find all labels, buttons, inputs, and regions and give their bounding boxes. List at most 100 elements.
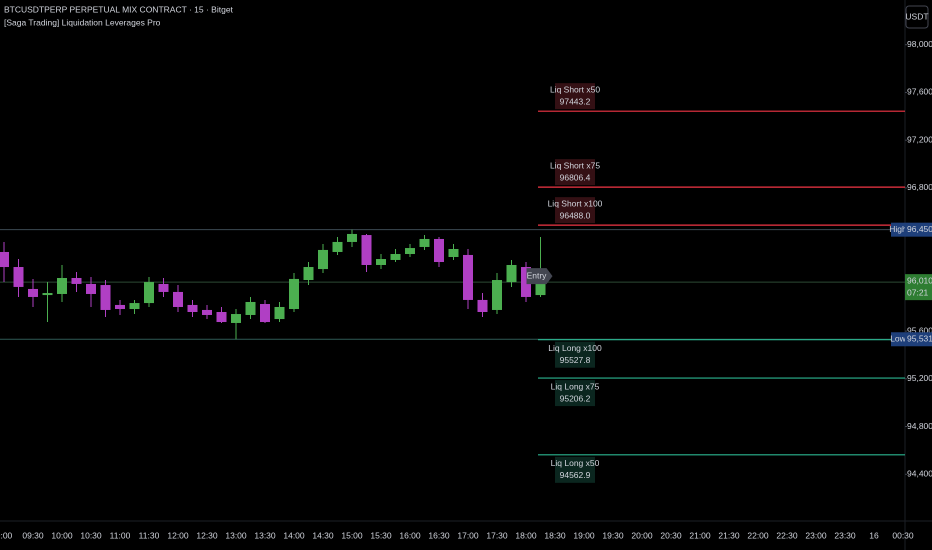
liq-label-box (555, 341, 595, 368)
high-low-tag-label: High (889, 224, 907, 234)
x-tick-label: 19:30 (602, 530, 624, 540)
x-tick-label: 9:00 (0, 530, 13, 540)
candle-body (347, 233, 357, 242)
entry-label: Entry (527, 270, 548, 280)
candle-body (42, 293, 53, 296)
candle-body (0, 251, 9, 268)
x-tick-label: 20:30 (660, 530, 682, 540)
price-tag-label: 96,450.0 (907, 224, 932, 234)
x-tick-label: 14:00 (283, 530, 305, 540)
price-tag (905, 222, 932, 237)
x-tick-label: 23:30 (834, 530, 856, 540)
candle-body (187, 304, 198, 312)
liq-label-box (555, 83, 595, 110)
x-tick-label: 13:30 (254, 530, 276, 540)
candle-body (245, 301, 256, 315)
candle-body (492, 280, 502, 310)
candle-body (260, 304, 270, 323)
candle-body (477, 299, 488, 312)
x-tick-label: 21:30 (718, 530, 740, 540)
candle-body (86, 283, 96, 294)
x-tick-label: 17:00 (457, 530, 479, 540)
x-tick-label: 13:00 (225, 530, 247, 540)
x-tick-label: 16:30 (428, 530, 450, 540)
liq-label-box (555, 456, 595, 483)
liq-label-box (555, 159, 595, 186)
x-tick-label: 09:30 (22, 530, 44, 540)
current-price-label: 96,010.3 (907, 275, 932, 285)
candle-body (434, 238, 444, 263)
entry-tag (526, 268, 553, 285)
liq-label-value: 97443.2 (560, 96, 591, 106)
y-tick-label: 98,000.0 (907, 39, 932, 49)
liq-label-name: Liq Long x50 (551, 458, 600, 468)
high-low-tag (891, 332, 905, 347)
x-tick-label: 19:00 (573, 530, 595, 540)
x-tick-label: 22:30 (776, 530, 798, 540)
y-tick-label: 94,800.0 (907, 421, 932, 431)
x-tick-label: 16:00 (399, 530, 421, 540)
y-tick-label: 97,600.0 (907, 87, 932, 97)
candle-body (361, 235, 372, 265)
axes: 98,000.0 97,600.0 97,200.0 96,800.0 95,600.0… (0, 39, 932, 540)
candle-body (231, 314, 241, 323)
plot-area: Entry Liq Short x50 97443.2 Liq Short x75 96… (0, 83, 905, 483)
candle-body (28, 288, 38, 297)
currency-button[interactable] (905, 5, 929, 29)
liq-label-value: 96488.0 (560, 210, 591, 220)
candle-body (57, 277, 67, 294)
liq-label-value: 95527.8 (560, 355, 591, 365)
y-tick-label: 95,200.0 (907, 373, 932, 383)
x-tick-label: 10:30 (80, 530, 102, 540)
candle-body (506, 264, 517, 283)
candle-body (448, 249, 459, 257)
candle-body (129, 303, 140, 310)
candle-body (100, 285, 111, 310)
candle-body (173, 291, 183, 307)
current-price-tag (905, 274, 932, 301)
indicator-name: [Saga Trading] Liquidation Leverages Pro (4, 17, 161, 27)
x-tick-label: 11:00 (110, 530, 131, 540)
candle-body (158, 283, 169, 292)
y-tick-label: 96,800.0 (907, 182, 932, 192)
x-tick-label: 12:30 (196, 530, 218, 540)
candle-body (216, 312, 227, 323)
candle-body (521, 267, 531, 297)
candle-body (405, 248, 415, 255)
candle-body (71, 277, 82, 284)
x-tick-label: 15:30 (370, 530, 392, 540)
candle-body (115, 304, 125, 310)
liq-label-box (555, 380, 595, 407)
candle-body (274, 306, 285, 320)
price-tag-label: 95,531.5 (907, 334, 932, 344)
liq-label-value: 95206.2 (560, 393, 591, 403)
candle-body (419, 238, 430, 247)
x-tick-label: 16 (869, 530, 879, 540)
y-tick-label: 95,600.0 (907, 325, 932, 335)
candle-body (318, 249, 328, 270)
candle-body (463, 254, 473, 300)
x-tick-label: 12:00 (167, 530, 189, 540)
x-tick-label: 22:00 (747, 530, 769, 540)
currency-label[interactable]: USDT (905, 11, 928, 21)
liq-label-box (555, 197, 595, 224)
liq-label-name: Liq Long x100 (548, 343, 602, 353)
liq-label-name: Liq Short x100 (548, 198, 603, 208)
candle-body (13, 267, 24, 287)
x-tick-label: 18:00 (515, 530, 537, 540)
candle-body (390, 254, 401, 260)
x-tick-label: 20:00 (631, 530, 653, 540)
x-tick-label: 17:30 (486, 530, 508, 540)
y-tick-label: 94,400.0 (907, 469, 932, 479)
x-tick-label: 15:00 (341, 530, 363, 540)
x-tick-label: 00:30 (892, 530, 914, 540)
liq-label-value: 96806.4 (560, 172, 591, 182)
liq-label-name: Liq Short x75 (550, 160, 600, 170)
candle-body (535, 282, 546, 296)
candle-body (332, 241, 343, 252)
y-tick-label: 97,200.0 (907, 134, 932, 144)
chart-title: BTCUSDTPERP PERPETUAL MIX CONTRACT · 15 … (4, 4, 234, 14)
candle-body (289, 278, 299, 310)
countdown-label: 07:21 (907, 287, 929, 297)
